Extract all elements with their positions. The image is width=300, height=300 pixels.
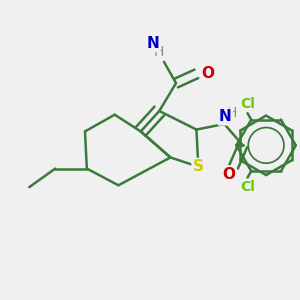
Text: Cl: Cl (240, 180, 255, 194)
Text: H: H (154, 46, 164, 59)
Text: N: N (219, 109, 232, 124)
Text: Cl: Cl (240, 97, 255, 111)
Text: S: S (193, 159, 204, 174)
Text: O: O (222, 167, 236, 182)
Text: O: O (201, 66, 214, 81)
Text: N: N (146, 36, 159, 51)
Text: H: H (226, 106, 237, 120)
